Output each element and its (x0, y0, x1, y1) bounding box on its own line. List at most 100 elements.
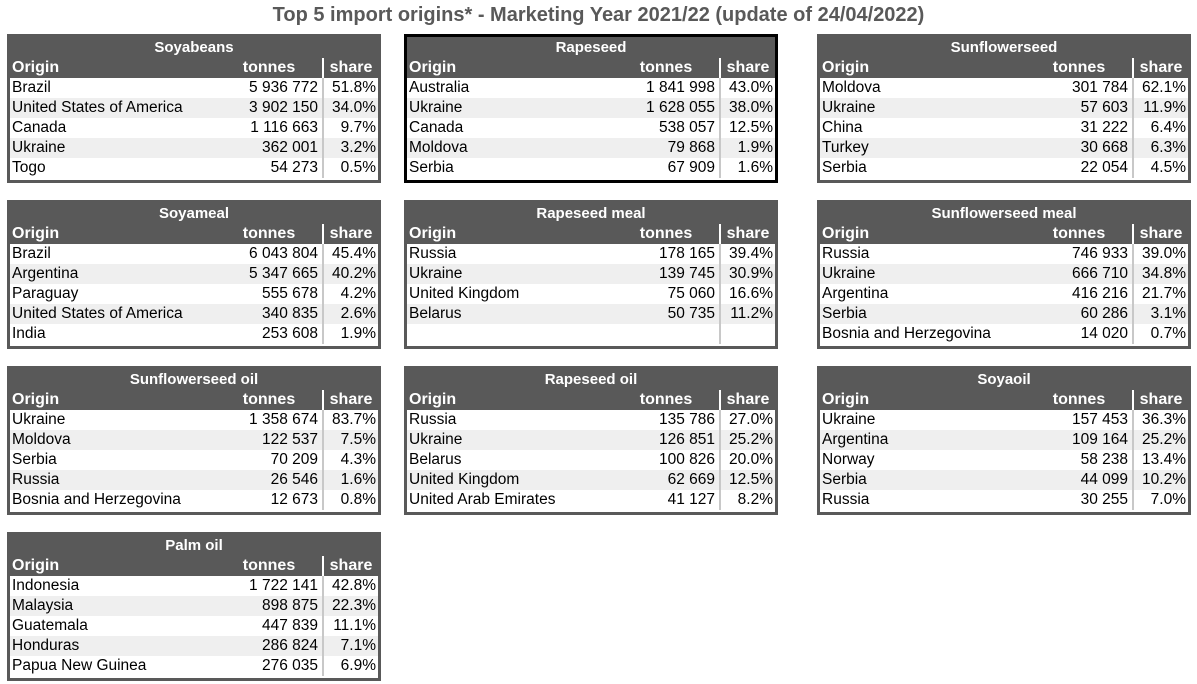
table-title: Sunflowerseed meal (820, 203, 1188, 224)
cell-share: 34.8% (1132, 264, 1188, 284)
cell-origin: Bosnia and Herzegovina (822, 325, 991, 342)
table-row: Bosnia and Herzegovina 12 673 0.8% (10, 490, 378, 510)
cell-origin: Russia (12, 471, 60, 488)
cell-tonnes: 286 824 (261, 637, 318, 654)
table-row: Ukraine 362 001 3.2% (10, 138, 378, 158)
cell-origin: Australia (409, 79, 470, 96)
cell-origin: Papua New Guinea (12, 657, 147, 674)
cell-origin: Ukraine (822, 411, 876, 428)
cell-origin: Honduras (12, 637, 80, 654)
cell-share: 62.1% (1132, 78, 1188, 98)
cell-tonnes: 79 868 (667, 139, 715, 156)
table-row: Norway 58 238 13.4% (820, 450, 1188, 470)
cell-origin: Brazil (12, 79, 51, 96)
cell-share: 43.0% (719, 78, 775, 98)
header-tonnes: tonnes (639, 59, 693, 76)
cell-tonnes: 1 628 055 (646, 99, 715, 116)
cell-share: 6.9% (322, 656, 378, 676)
cell-tonnes: 362 001 (261, 139, 318, 156)
cell-share: 7.5% (322, 430, 378, 450)
cell-origin: Canada (12, 119, 67, 136)
table-row: Russia 135 786 27.0% (407, 410, 775, 430)
cell-share: 27.0% (719, 410, 775, 430)
header-share: share (1132, 224, 1188, 244)
table-row: Papua New Guinea 276 035 6.9% (10, 656, 378, 676)
cell-share: 1.6% (719, 158, 775, 178)
cell-share: 1.9% (719, 138, 775, 158)
cell-origin: Belarus (409, 451, 462, 468)
cell-tonnes: 122 537 (261, 431, 318, 448)
cell-tonnes: 139 745 (658, 265, 715, 282)
table-row: United States of America 3 902 150 34.0% (10, 98, 378, 118)
cell-share: 30.9% (719, 264, 775, 284)
table-row: United Kingdom 75 060 16.6% (407, 284, 775, 304)
cell-share (719, 324, 775, 344)
cell-share: 36.3% (1132, 410, 1188, 430)
cell-origin: Ukraine (822, 265, 876, 282)
cell-tonnes: 1 358 674 (249, 411, 318, 428)
table-row: Ukraine 666 710 34.8% (820, 264, 1188, 284)
cell-origin: Canada (409, 119, 464, 136)
cell-share: 83.7% (322, 410, 378, 430)
cell-share: 39.0% (1132, 244, 1188, 264)
cell-tonnes: 276 035 (261, 657, 318, 674)
cell-origin: Russia (409, 411, 457, 428)
cell-tonnes: 416 216 (1071, 285, 1128, 302)
table-row: Belarus 50 735 11.2% (407, 304, 775, 324)
cell-origin: Turkey (822, 139, 869, 156)
cell-tonnes: 67 909 (667, 159, 715, 176)
cell-origin: Ukraine (409, 431, 463, 448)
table-rapeseed-meal: Rapeseed meal Origin tonnes share Russia 178 … (404, 200, 778, 349)
cell-tonnes: 746 933 (1071, 245, 1128, 262)
cell-tonnes: 898 875 (261, 597, 318, 614)
cell-tonnes: 178 165 (658, 245, 715, 262)
header-tonnes: tonnes (639, 391, 693, 408)
cell-share: 16.6% (719, 284, 775, 304)
header-origin: Origin (12, 391, 60, 408)
cell-tonnes: 157 453 (1071, 411, 1128, 428)
table-row: Togo 54 273 0.5% (10, 158, 378, 178)
cell-share: 40.2% (322, 264, 378, 284)
cell-share: 10.2% (1132, 470, 1188, 490)
cell-origin: Ukraine (822, 99, 876, 116)
cell-tonnes: 100 826 (658, 451, 715, 468)
cell-origin: Bosnia and Herzegovina (12, 491, 181, 508)
cell-origin: Russia (822, 491, 870, 508)
cell-origin: Norway (822, 451, 875, 468)
cell-origin: Guatemala (12, 617, 88, 634)
table-row: Argentina 5 347 665 40.2% (10, 264, 378, 284)
cell-share: 21.7% (1132, 284, 1188, 304)
cell-tonnes: 12 673 (270, 491, 318, 508)
table-row: Bosnia and Herzegovina 14 020 0.7% (820, 324, 1188, 344)
cell-share: 34.0% (322, 98, 378, 118)
cell-tonnes: 70 209 (270, 451, 318, 468)
header-share: share (1132, 58, 1188, 78)
table-soyaoil: Soyaoil Origin tonnes share Ukraine 157 453 36… (817, 366, 1191, 515)
table-row: Canada 1 116 663 9.7% (10, 118, 378, 138)
page-title: Top 5 import origins* - Marketing Year 2… (272, 4, 925, 26)
cell-share: 38.0% (719, 98, 775, 118)
table-row: Russia 746 933 39.0% (820, 244, 1188, 264)
cell-origin: Serbia (822, 471, 867, 488)
table-row: Canada 538 057 12.5% (407, 118, 775, 138)
table-title: Soyameal (10, 203, 378, 224)
table-header-row: Origin tonnes share (407, 390, 775, 410)
cell-tonnes: 57 603 (1080, 99, 1128, 116)
table-row: Russia 26 546 1.6% (10, 470, 378, 490)
cell-origin: Argentina (12, 265, 79, 282)
header-share: share (1132, 390, 1188, 410)
cell-origin: Indonesia (12, 577, 80, 594)
cell-tonnes: 301 784 (1071, 79, 1128, 96)
table-row: Ukraine 1 628 055 38.0% (407, 98, 775, 118)
header-share: share (322, 556, 378, 576)
header-origin: Origin (12, 557, 60, 574)
table-row (407, 324, 775, 344)
cell-share: 45.4% (322, 244, 378, 264)
table-row: Russia 30 255 7.0% (820, 490, 1188, 510)
cell-share: 51.8% (322, 78, 378, 98)
cell-origin: United Kingdom (409, 285, 520, 302)
table-header-row: Origin tonnes share (10, 556, 378, 576)
cell-origin: Serbia (822, 305, 867, 322)
table-title: Soyaoil (820, 369, 1188, 390)
cell-origin: United Arab Emirates (409, 491, 556, 508)
